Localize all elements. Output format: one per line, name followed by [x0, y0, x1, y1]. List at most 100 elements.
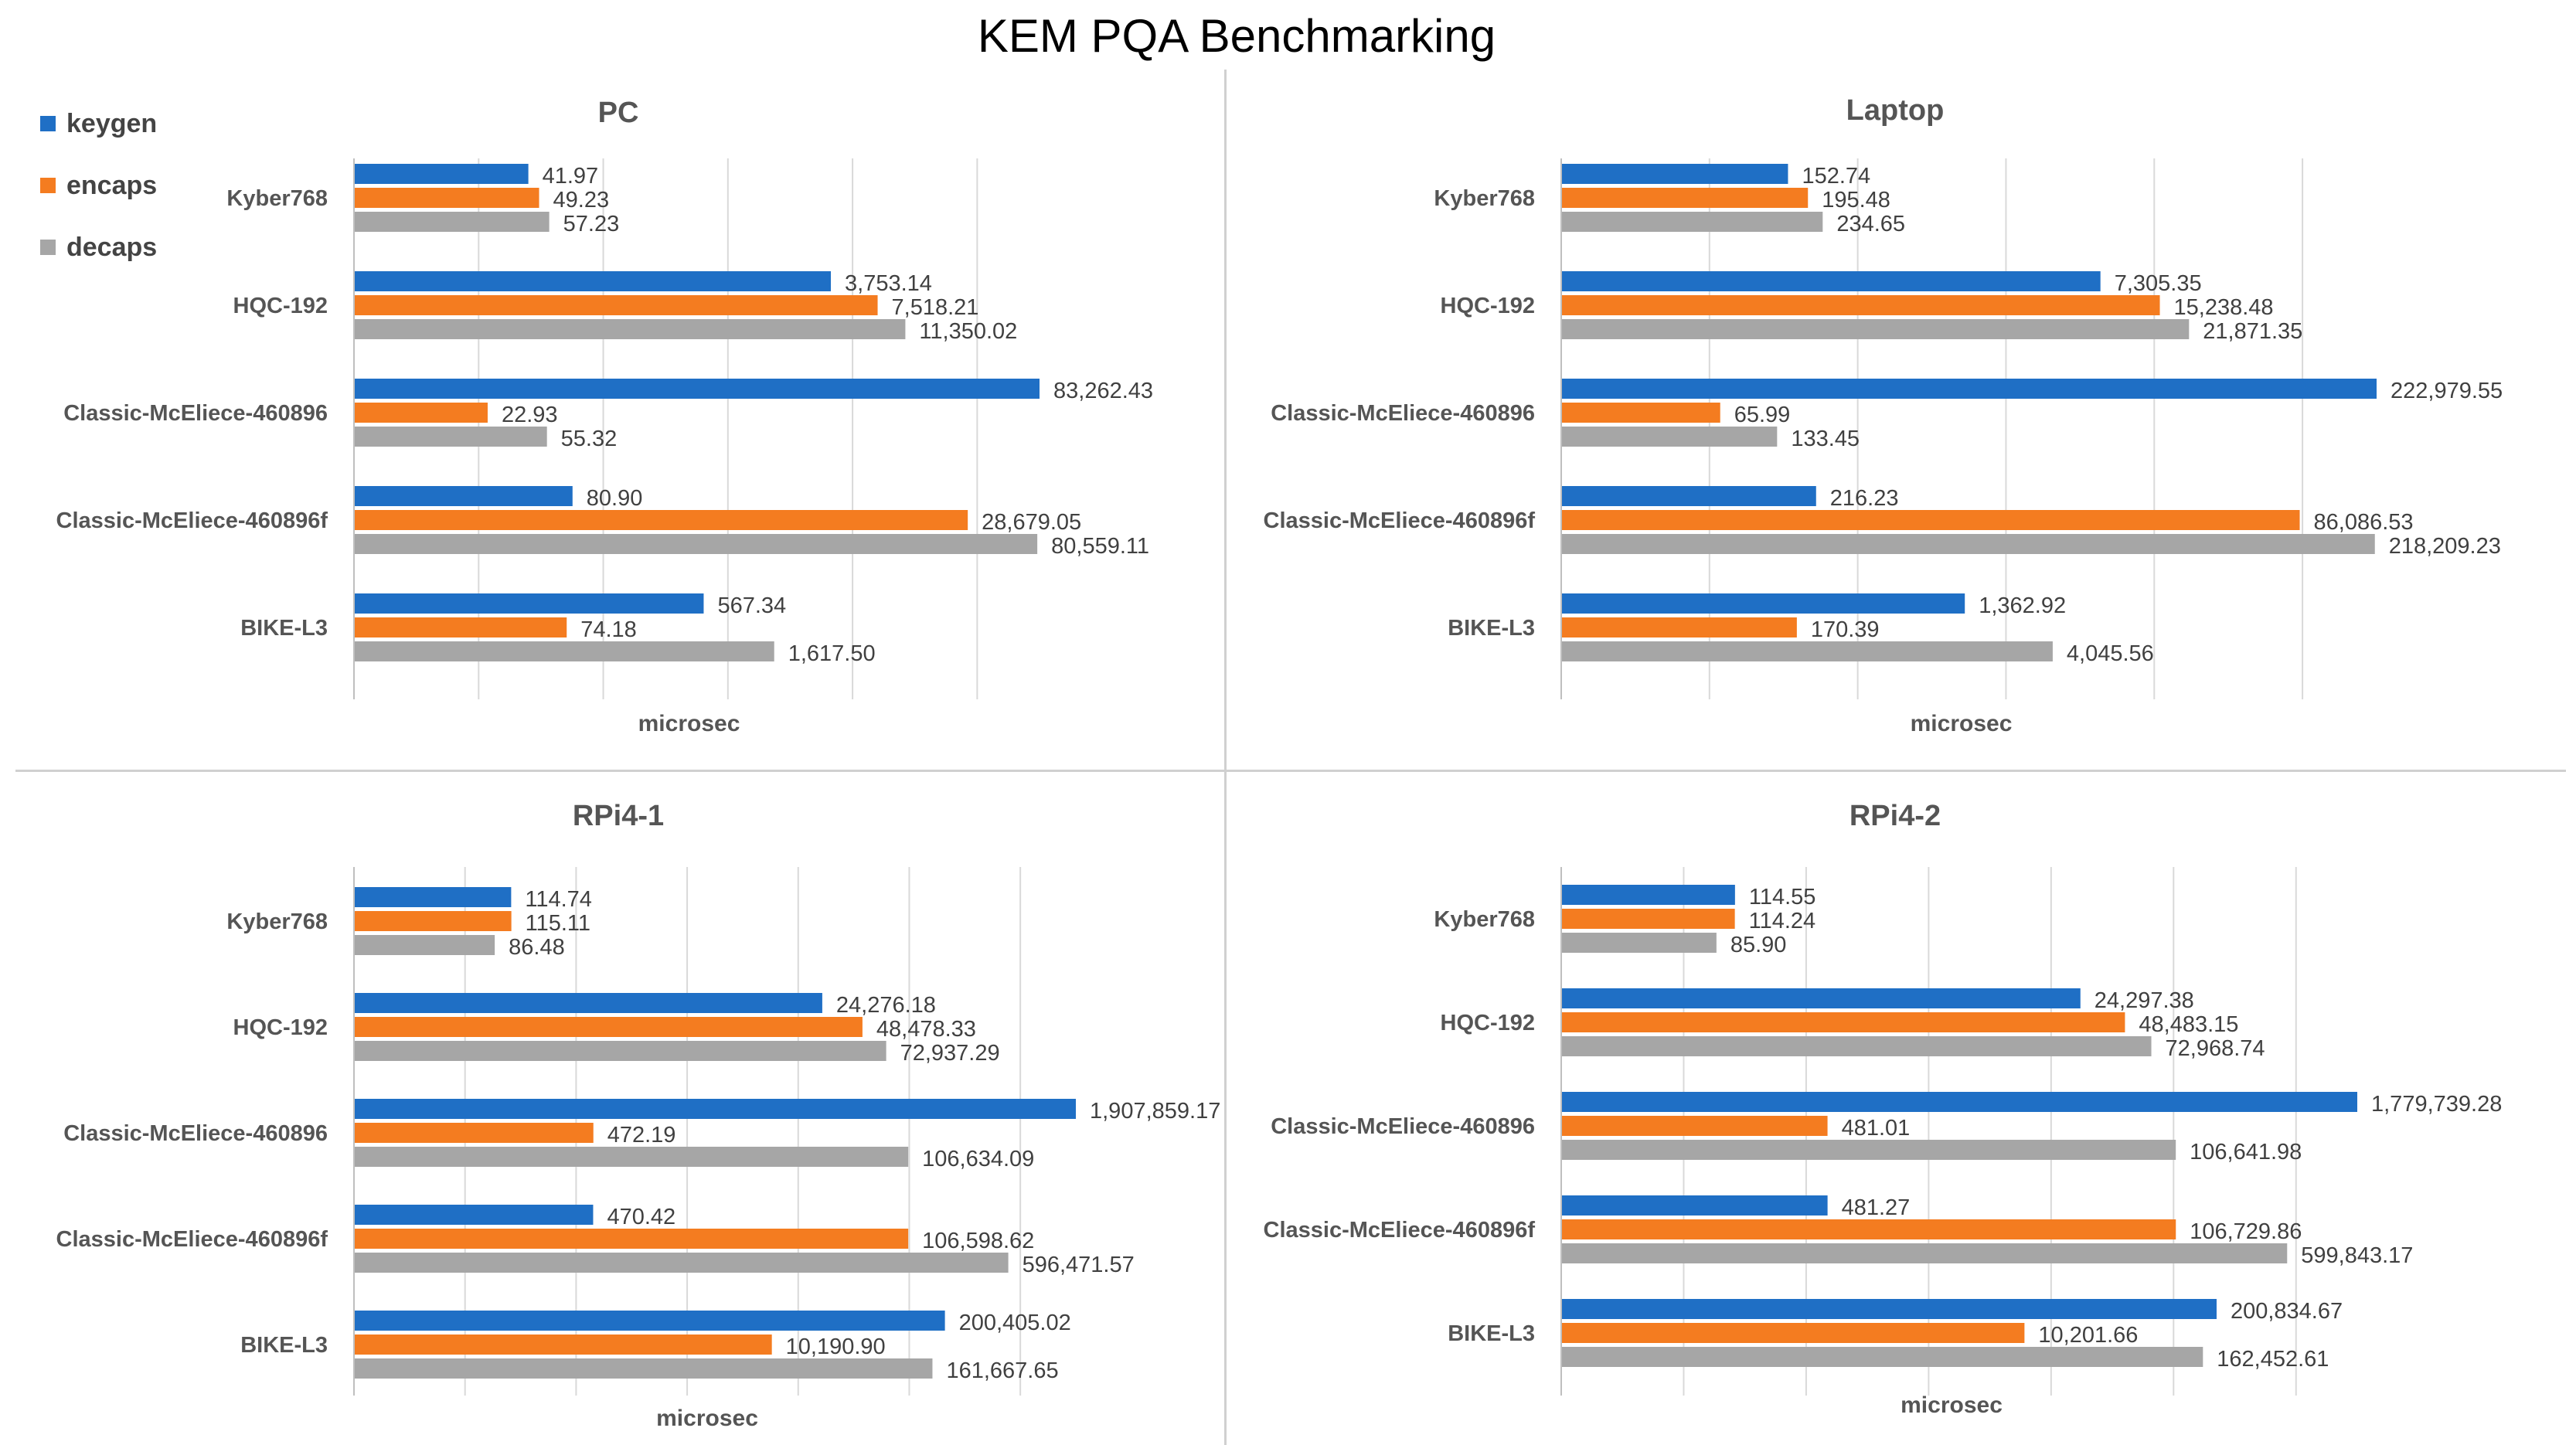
data-label-keygen-bike-l3: 200,405.02: [959, 1311, 1071, 1335]
data-label-encaps-bike-l3: 10,201.66: [2038, 1323, 2138, 1348]
data-label-decaps-classic-mceliece-460896: 133.45: [1791, 427, 1860, 451]
bar-encaps-hqc-192: [1561, 1012, 2125, 1032]
bar-encaps-kyber768: [1561, 188, 1809, 208]
bar-keygen-kyber768: [354, 164, 529, 184]
data-label-encaps-classic-mceliece-460896: 481.01: [1842, 1116, 1911, 1141]
data-label-keygen-kyber768: 114.55: [1749, 885, 1816, 910]
bar-decaps-classic-mceliece-460896f: [354, 1253, 1009, 1273]
bar-decaps-classic-mceliece-460896f: [354, 534, 1038, 554]
legend: keygen encaps decaps: [40, 93, 157, 278]
category-label-classic-mceliece-460896f: Classic-McEliece-460896f: [1264, 1218, 1536, 1243]
bar-encaps-classic-mceliece-460896f: [354, 1229, 909, 1249]
data-label-keygen-classic-mceliece-460896: 83,262.43: [1053, 379, 1153, 403]
bar-decaps-kyber768: [1561, 212, 1823, 232]
data-label-encaps-classic-mceliece-460896f: 106,729.86: [2190, 1219, 2302, 1244]
data-label-decaps-hqc-192: 21,871.35: [2203, 319, 2302, 344]
bar-keygen-bike-l3: [1561, 1299, 2217, 1319]
data-label-keygen-classic-mceliece-460896f: 481.27: [1842, 1195, 1911, 1220]
data-label-decaps-classic-mceliece-460896f: 218,209.23: [2389, 534, 2501, 559]
x-axis-label: microsec: [656, 1406, 758, 1431]
bar-encaps-classic-mceliece-460896: [1561, 1116, 1828, 1136]
data-label-encaps-hqc-192: 48,483.15: [2139, 1012, 2238, 1037]
data-label-decaps-hqc-192: 11,350.02: [919, 319, 1017, 344]
data-label-encaps-classic-mceliece-460896f: 106,598.62: [922, 1229, 1034, 1253]
data-label-encaps-classic-mceliece-460896f: 86,086.53: [2314, 510, 2414, 535]
data-label-encaps-hqc-192: 7,518.21: [892, 295, 979, 320]
bar-keygen-kyber768: [1561, 164, 1788, 184]
data-label-encaps-kyber768: 195.48: [1822, 188, 1890, 212]
data-label-encaps-classic-mceliece-460896: 22.93: [502, 403, 558, 427]
bar-keygen-hqc-192: [354, 993, 822, 1013]
category-label-hqc-192: HQC-192: [1441, 294, 1536, 318]
chart-main-title: KEM PQA Benchmarking: [977, 10, 1496, 62]
bar-encaps-kyber768: [354, 911, 512, 931]
data-label-keygen-bike-l3: 200,834.67: [2231, 1299, 2343, 1324]
category-label-bike-l3: BIKE-L3: [240, 1333, 328, 1358]
legend-label-decaps: decaps: [66, 232, 158, 262]
data-label-keygen-classic-mceliece-460896f: 470.42: [607, 1205, 675, 1229]
category-label-classic-mceliece-460896: Classic-McEliece-460896: [1271, 1114, 1535, 1139]
bar-encaps-classic-mceliece-460896: [354, 403, 488, 423]
chart-title: Laptop: [1846, 94, 1945, 127]
bar-decaps-classic-mceliece-460896f: [1561, 534, 2375, 554]
legend-swatch-decaps: [40, 240, 56, 255]
legend-label-encaps: encaps: [66, 170, 158, 200]
data-label-decaps-classic-mceliece-460896: 106,634.09: [922, 1147, 1034, 1171]
data-label-keygen-classic-mceliece-460896: 1,907,859.17: [1090, 1099, 1220, 1124]
bar-keygen-classic-mceliece-460896: [1561, 1092, 2357, 1112]
category-label-classic-mceliece-460896: Classic-McEliece-460896: [63, 401, 328, 426]
bar-decaps-classic-mceliece-460896f: [1561, 1243, 2288, 1263]
bar-decaps-hqc-192: [1561, 319, 2190, 339]
data-label-decaps-classic-mceliece-460896f: 596,471.57: [1023, 1253, 1135, 1277]
data-label-decaps-classic-mceliece-460896: 55.32: [561, 427, 618, 451]
data-label-decaps-kyber768: 57.23: [563, 212, 620, 236]
bar-encaps-bike-l3: [354, 617, 567, 638]
bar-encaps-classic-mceliece-460896f: [1561, 510, 2300, 530]
data-label-keygen-hqc-192: 7,305.35: [2115, 271, 2202, 296]
bar-keygen-classic-mceliece-460896f: [354, 1205, 594, 1225]
data-label-keygen-kyber768: 41.97: [543, 164, 599, 189]
data-label-decaps-bike-l3: 1,617.50: [788, 641, 876, 666]
data-label-decaps-kyber768: 86.48: [509, 935, 565, 960]
category-label-hqc-192: HQC-192: [1441, 1011, 1536, 1035]
category-label-classic-mceliece-460896: Classic-McEliece-460896: [1271, 401, 1535, 426]
bar-encaps-classic-mceliece-460896: [354, 1123, 594, 1143]
bar-decaps-bike-l3: [354, 641, 774, 661]
data-label-encaps-kyber768: 49.23: [553, 188, 610, 212]
bar-decaps-bike-l3: [1561, 641, 2053, 661]
data-label-encaps-classic-mceliece-460896: 65.99: [1734, 403, 1791, 427]
data-label-decaps-bike-l3: 4,045.56: [2067, 641, 2154, 666]
bar-keygen-classic-mceliece-460896: [354, 379, 1040, 399]
bar-encaps-classic-mceliece-460896: [1561, 403, 1720, 423]
bar-decaps-bike-l3: [1561, 1347, 2203, 1367]
bar-keygen-hqc-192: [1561, 988, 2081, 1008]
data-label-decaps-bike-l3: 161,667.65: [946, 1358, 1058, 1383]
bar-decaps-kyber768: [354, 935, 495, 955]
category-label-hqc-192: HQC-192: [233, 294, 328, 318]
bar-encaps-classic-mceliece-460896f: [1561, 1219, 2176, 1239]
legend-swatch-encaps: [40, 178, 56, 193]
category-label-classic-mceliece-460896: Classic-McEliece-460896: [63, 1121, 328, 1146]
category-label-classic-mceliece-460896f: Classic-McEliece-460896f: [1264, 508, 1536, 533]
data-label-encaps-kyber768: 114.24: [1749, 909, 1816, 933]
legend-item-keygen: keygen: [40, 93, 157, 155]
category-label-classic-mceliece-460896f: Classic-McEliece-460896f: [56, 508, 328, 533]
data-label-encaps-bike-l3: 170.39: [1811, 617, 1880, 642]
category-label-bike-l3: BIKE-L3: [1448, 1321, 1535, 1346]
legend-label-keygen: keygen: [66, 108, 158, 138]
data-label-decaps-bike-l3: 162,452.61: [2217, 1347, 2329, 1372]
bar-keygen-hqc-192: [1561, 271, 2101, 291]
data-label-encaps-classic-mceliece-460896: 472.19: [607, 1123, 676, 1148]
data-label-decaps-classic-mceliece-460896f: 599,843.17: [2301, 1243, 2413, 1268]
data-label-keygen-kyber768: 152.74: [1802, 164, 1870, 189]
bar-decaps-kyber768: [354, 212, 550, 232]
bar-encaps-hqc-192: [1561, 295, 2160, 315]
data-label-encaps-hqc-192: 15,238.48: [2174, 295, 2274, 320]
bar-encaps-bike-l3: [1561, 617, 1797, 638]
data-label-keygen-classic-mceliece-460896f: 80.90: [587, 486, 643, 511]
data-label-keygen-hqc-192: 24,297.38: [2094, 988, 2194, 1013]
data-label-encaps-classic-mceliece-460896f: 28,679.05: [982, 510, 1081, 535]
chart-title: RPi4-1: [573, 800, 664, 832]
